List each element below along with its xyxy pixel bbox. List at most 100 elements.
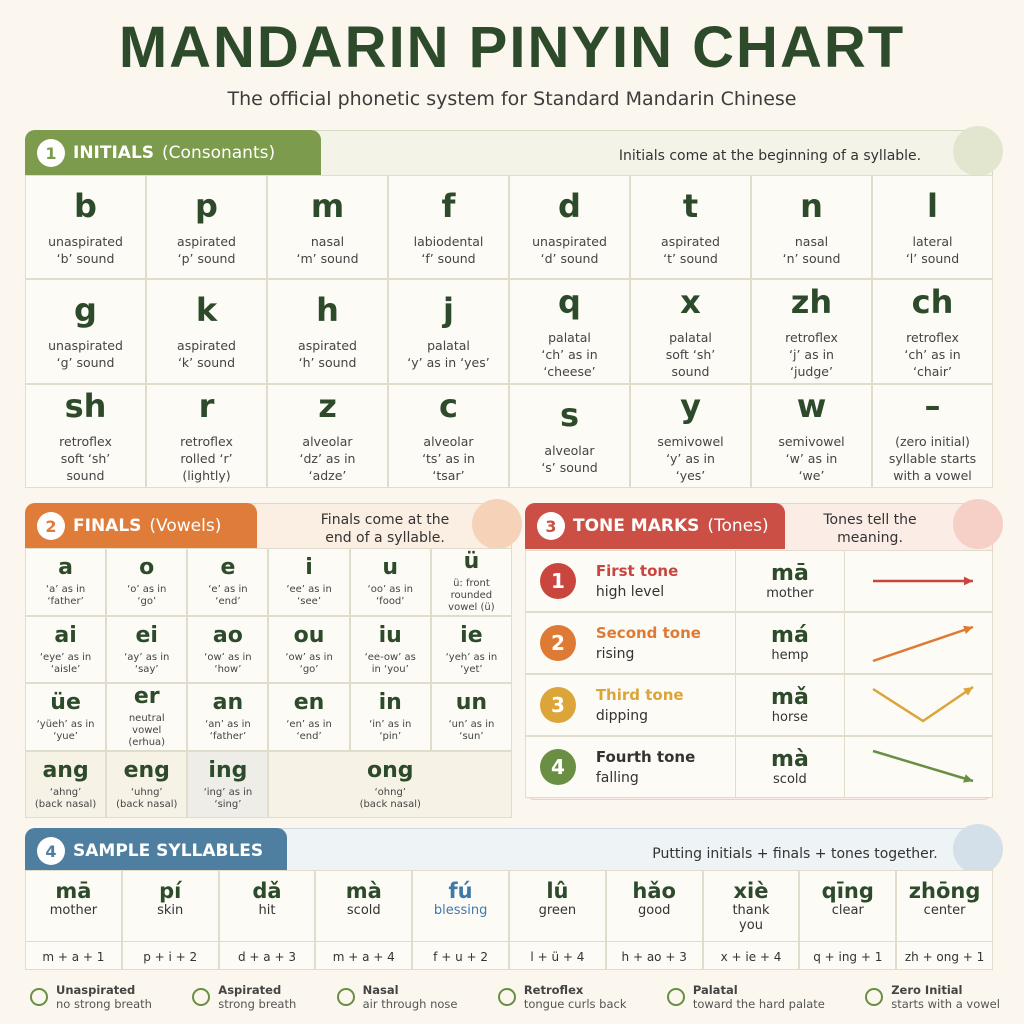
final-desc: ‘aisle’ <box>50 663 81 675</box>
initial-desc: ‘s’ sound <box>541 459 598 475</box>
meaning-line: you <box>739 918 763 933</box>
final-desc: ‘a’ as in <box>45 584 86 596</box>
initial-desc: ‘y’ as in ‘yes’ <box>407 355 490 371</box>
initial-letter: l <box>927 187 938 226</box>
initial-desc: syllable starts <box>888 451 977 467</box>
final-letter: ong <box>366 757 414 783</box>
sample-syllable: lû <box>546 879 569 903</box>
final-desc: ‘eye’ as in <box>39 651 92 663</box>
meaning-line: clear <box>831 903 864 918</box>
initial-desc: sound <box>671 363 710 379</box>
final-desc: ‘say’ <box>134 663 159 675</box>
initial-cell: zh retroflex ‘j’ as in ‘judge’ <box>751 279 872 384</box>
final-desc: in ‘you’ <box>371 663 409 675</box>
initial-desc: ‘ch’ as in <box>904 346 961 362</box>
final-desc: neutral <box>128 713 165 725</box>
initial-cell: p aspirated ‘p’ sound <box>146 175 267 280</box>
final-letter: ü <box>463 549 480 575</box>
tone-row: 3 Third tone dipping mǎ horse <box>525 674 993 736</box>
initial-letter: b <box>74 187 97 226</box>
tone-meaning: scold <box>773 772 807 787</box>
initial-desc: nasal <box>794 234 829 250</box>
initial-desc: alveolar <box>544 442 595 458</box>
arrow-head <box>962 774 973 783</box>
initial-desc: nasal <box>310 234 345 250</box>
final-cell: ie ‘yeh’ as in ‘yet’ <box>430 615 512 683</box>
final-desc: ‘oo’ as in <box>367 584 413 596</box>
initial-cell: ch retroflex ‘ch’ as in ‘chair’ <box>872 279 993 384</box>
initial-cell: t aspirated ‘t’ sound <box>630 175 751 280</box>
meaning-line: mother <box>49 903 98 918</box>
legend-icon <box>497 988 516 1006</box>
initial-desc: soft ‘sh’ <box>60 451 111 467</box>
section-subtitle: (Consonants) <box>162 143 276 163</box>
initial-desc: ‘t’ sound <box>663 251 718 267</box>
section-number: 2 <box>37 512 65 540</box>
tone-example: mā mother <box>736 551 845 611</box>
arrow-line <box>872 625 974 663</box>
initial-desc: ‘m’ sound <box>296 251 359 267</box>
final-cell: o ‘o’ as in ‘go’ <box>106 548 188 616</box>
initial-desc: ‘k’ sound <box>177 355 236 371</box>
final-desc: (erhua) <box>128 737 166 749</box>
final-cell: u ‘oo’ as in ‘food’ <box>349 548 431 616</box>
initial-desc: (zero initial) <box>895 434 970 450</box>
initial-desc: semivowel <box>778 434 845 450</box>
final-letter: iu <box>378 622 402 648</box>
section-title: SAMPLE SYLLABLES <box>73 841 264 861</box>
final-cell: er neutral vowel (erhua) <box>106 683 188 751</box>
legend-title: Zero Initial <box>891 983 963 997</box>
initial-desc: ‘j’ as in <box>789 346 834 362</box>
tone-name: First tone <box>595 562 679 580</box>
final-desc: ‘food’ <box>376 596 405 608</box>
final-cell: un ‘un’ as in ‘sun’ <box>430 683 512 751</box>
initial-desc: ‘chair’ <box>912 363 952 379</box>
initial-letter: q <box>558 282 581 321</box>
initial-letter: t <box>682 187 699 226</box>
initial-desc: lateral <box>912 234 953 250</box>
initial-letter: ch <box>911 282 954 321</box>
initial-desc: ‘adze’ <box>308 468 347 484</box>
sample-meaning: center <box>924 903 966 941</box>
final-desc: ‘yue’ <box>53 731 78 743</box>
final-cell: eng ‘uhng’ (back nasal) <box>106 750 188 818</box>
final-cell: i ‘ee’ as in ‘see’ <box>268 548 350 616</box>
section-note: Putting initials + finals + tones togeth… <box>640 836 950 872</box>
section-title: FINALS <box>73 516 142 536</box>
final-desc: ‘ahng’ <box>49 786 82 798</box>
meaning-line: center <box>923 903 966 918</box>
final-desc: ‘ay’ as in <box>124 651 170 663</box>
sample-syllable: mā <box>55 879 92 903</box>
initial-desc: alveolar <box>423 434 474 450</box>
arrow-line <box>872 749 974 783</box>
initial-desc: retroflex <box>59 434 112 450</box>
final-desc: ‘see’ <box>297 596 321 608</box>
arrow-head <box>963 576 973 586</box>
sample-formula: m + a + 1 <box>26 941 121 964</box>
final-desc: ‘sing’ <box>214 798 242 810</box>
legend-title: Nasal <box>362 983 399 997</box>
tone-meaning: horse <box>771 710 809 725</box>
note-line: Tones tell the meaning. <box>823 512 917 546</box>
legend-text: Unaspirated no strong breath <box>56 983 152 1011</box>
tone-text: Third tone dipping <box>596 675 737 735</box>
final-desc: ‘in’ as in <box>369 719 412 731</box>
final-cell: ü ü: front rounded vowel (ü) <box>430 548 512 616</box>
section-tab: 3 TONE MARKS (Tones) <box>525 503 785 549</box>
tone-example: mǎ horse <box>736 675 845 735</box>
tone-syllable: mā <box>771 561 809 586</box>
initial-letter: – <box>924 387 941 426</box>
initial-cell: x palatal soft ‘sh’ sound <box>630 279 751 384</box>
initial-desc: ‘p’ sound <box>177 251 236 267</box>
page-subtitle: The official phonetic system for Standar… <box>227 88 797 110</box>
legend-icon <box>865 988 884 1006</box>
final-desc: ‘o’ as in <box>127 584 167 596</box>
tone-syllable: mà <box>771 747 809 772</box>
initial-letter: d <box>558 187 581 226</box>
final-letter: üe <box>50 690 81 716</box>
meaning-line: blessing <box>433 903 488 918</box>
initial-letter: w <box>796 387 827 426</box>
legend-desc: no strong breath <box>56 997 152 1011</box>
note-line: Initials come at the beginning of a syll… <box>618 148 922 164</box>
